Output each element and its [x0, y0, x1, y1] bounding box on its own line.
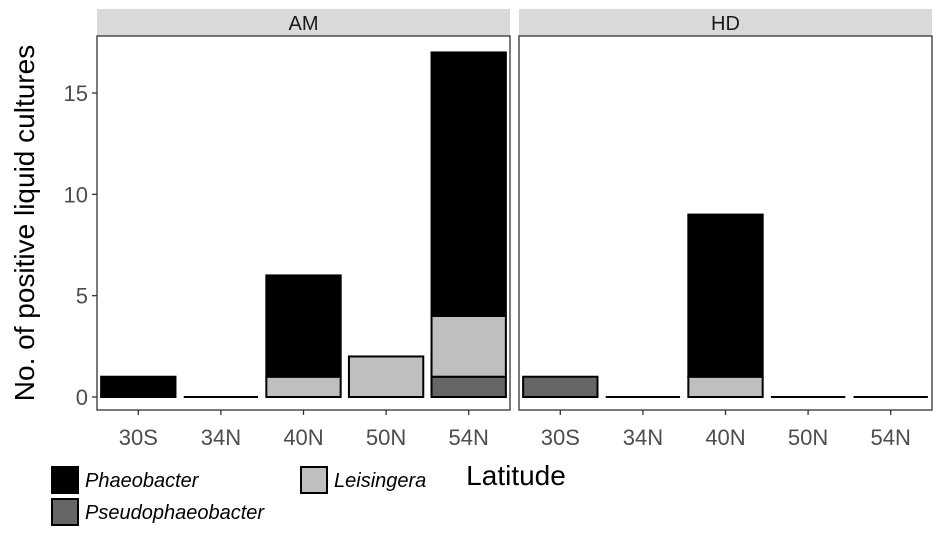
legend-label-pseudophaeobacter: Pseudophaeobacter: [85, 502, 265, 524]
bar-am-40n-leisingera: [265, 375, 342, 399]
facet-panel-am: AM 30S 34N 40N 50N 54N: [96, 9, 511, 450]
bar-am-30s-phaeobacter: [100, 375, 177, 399]
y-tick-label: 5: [76, 284, 88, 309]
y-tick-label: 0: [76, 385, 88, 410]
x-tick-label: 30S: [119, 425, 158, 450]
x-tick-label: 54N: [449, 425, 489, 450]
bar-hd-40n-phaeobacter: [687, 213, 764, 378]
facet-strip: [97, 9, 510, 36]
bar-hd-30s-pseudophaeobacter: [522, 375, 599, 399]
legend-label-phaeobacter: Phaeobacter: [85, 470, 200, 492]
facet-strip-label: HD: [711, 13, 740, 35]
legend-label-leisingera: Leisingera: [334, 470, 426, 492]
x-tick-label: 30S: [541, 425, 580, 450]
x-tick-label: 40N: [705, 425, 745, 450]
legend: Phaeobacter Leisingera Pseudophaeobacter: [51, 466, 426, 526]
bar-am-50n-leisingera: [347, 355, 425, 399]
y-axis-title: No. of positive liquid cultures: [9, 45, 40, 401]
x-tick-label: 54N: [871, 425, 911, 450]
facet-strip: [519, 9, 932, 36]
x-tick-label: 50N: [788, 425, 828, 450]
bar-am-40n-phaeobacter: [265, 274, 342, 378]
legend-key-phaeobacter: [51, 466, 79, 494]
x-tick-label: 40N: [283, 425, 323, 450]
y-tick-label: 10: [64, 182, 88, 207]
bar-hd-40n-leisingera: [687, 375, 764, 399]
bar-am-54n-pseudophaeobacter: [430, 375, 507, 399]
y-tick-label: 15: [64, 81, 88, 106]
bar-am-54n-phaeobacter: [430, 51, 507, 317]
x-axis-title: Latitude: [466, 460, 566, 491]
legend-key-pseudophaeobacter: [51, 498, 79, 526]
bar-am-54n-leisingera: [430, 314, 507, 378]
x-tick-label: 34N: [201, 425, 241, 450]
facet-panel-hd: HD 30S 34N 40N 50N 54N: [518, 9, 933, 450]
x-tick-label: 50N: [366, 425, 406, 450]
facet-strip-label: AM: [289, 13, 319, 35]
legend-key-leisingera: [300, 466, 328, 494]
x-tick-label: 34N: [623, 425, 663, 450]
